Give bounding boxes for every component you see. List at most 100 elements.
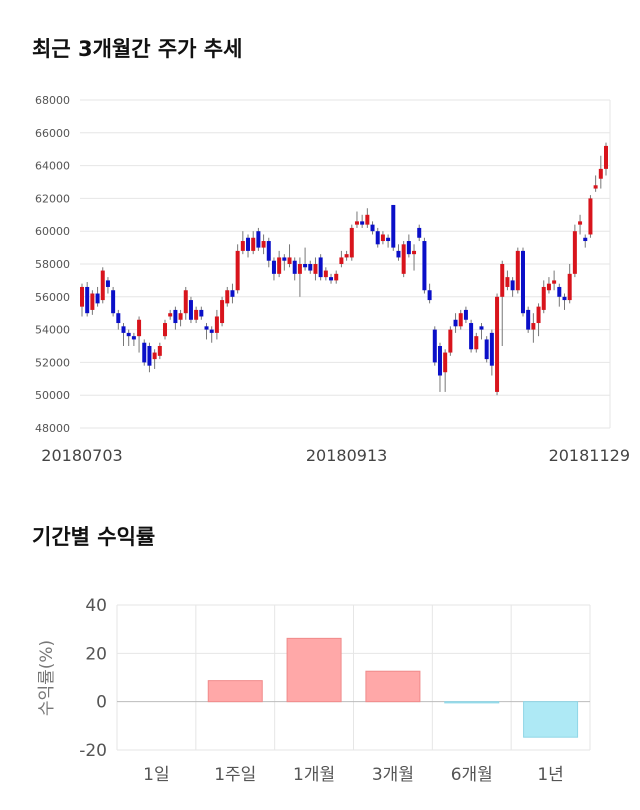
candle-body [588, 198, 593, 235]
y-tick-label: 66000 [35, 127, 70, 140]
candle-body [225, 290, 230, 304]
candle-body [292, 260, 297, 274]
candle-body [194, 309, 199, 320]
candle-body [80, 286, 84, 307]
candle-body [453, 319, 458, 327]
y-tick-label: 58000 [35, 258, 70, 271]
candle-body [598, 168, 603, 179]
candle-body [313, 264, 318, 274]
chart-title: 최근 3개월간 주가 추세 [32, 37, 242, 61]
candle-body [484, 339, 489, 360]
candle-body [111, 290, 116, 314]
candle-body [474, 336, 479, 350]
y-tick-label: 60000 [35, 225, 70, 238]
chart-title: 기간별 수익률 [32, 525, 155, 549]
bar [286, 637, 342, 703]
candle-body [427, 290, 432, 301]
candle-body [121, 326, 126, 333]
candle-body [505, 277, 510, 287]
candle-body [297, 264, 302, 274]
candle-body [157, 346, 162, 356]
candle-body [349, 227, 354, 258]
candle-body [329, 277, 334, 281]
candle-body [604, 145, 608, 169]
candle-body [137, 319, 142, 337]
candle-body [557, 286, 562, 297]
candle-body [360, 221, 365, 225]
candle-body [105, 280, 110, 287]
y-tick-label: 62000 [35, 192, 70, 205]
candle-body [422, 241, 427, 291]
x-tick-label: 1개월 [293, 765, 335, 785]
candle-body [188, 300, 193, 320]
candle-body [152, 352, 157, 360]
x-tick-label: 20180703 [41, 446, 122, 465]
candle-body [401, 244, 406, 274]
candle-body [287, 257, 292, 264]
candle-body [572, 231, 577, 274]
candle-body [251, 237, 256, 251]
candle-body [500, 264, 505, 297]
candle-body [417, 227, 422, 238]
y-tick-label: 54000 [35, 324, 70, 337]
x-tick-label: 3개월 [372, 765, 414, 785]
y-tick-label: -20 [79, 741, 107, 761]
x-tick-label: 1일 [143, 765, 169, 785]
candle-body [463, 309, 468, 320]
candle-body [303, 264, 308, 268]
candle-body [391, 204, 396, 248]
candle-body [443, 352, 448, 373]
candle-body [230, 290, 235, 297]
candle-body [168, 313, 173, 317]
candle-body [437, 346, 442, 376]
candle-body [100, 270, 105, 301]
bar [207, 680, 263, 703]
candle-body [432, 329, 437, 363]
candle-body [396, 250, 401, 258]
candle-body [178, 313, 183, 320]
candle-body [354, 221, 359, 225]
candle-body [199, 309, 204, 317]
candle-body [583, 237, 588, 242]
y-axis-label: 수익률(%) [37, 640, 57, 716]
candle-body [593, 185, 598, 189]
candle-body [531, 323, 536, 330]
candle-body [370, 224, 375, 232]
y-tick-label: 40 [85, 596, 107, 616]
candle-body [406, 241, 411, 255]
candle-body [261, 241, 266, 248]
candle-body [126, 332, 131, 337]
x-tick-label: 1년 [537, 765, 563, 785]
candle-body [552, 280, 557, 284]
y-tick-label: 64000 [35, 160, 70, 173]
candle-body [131, 336, 136, 340]
x-tick-label: 1주일 [214, 765, 256, 785]
y-tick-label: 48000 [35, 422, 70, 435]
candle-body [479, 326, 484, 330]
candle-body [266, 241, 271, 261]
candle-body [536, 306, 541, 324]
candle-body [246, 237, 251, 251]
candle-body [271, 260, 276, 274]
candle-body [214, 316, 219, 333]
candle-body [458, 313, 463, 327]
candle-body [520, 250, 525, 314]
x-tick-label: 20180913 [306, 446, 387, 465]
x-tick-label: 20181129 [549, 446, 630, 465]
y-tick-label: 56000 [35, 291, 70, 304]
candle-body [318, 257, 323, 278]
candle-body [142, 342, 147, 363]
bar [365, 670, 421, 703]
candle-body [282, 257, 287, 261]
candle-body [365, 214, 370, 225]
candle-body [95, 293, 100, 304]
y-tick-label: 0 [96, 693, 107, 713]
candle-body [562, 296, 567, 301]
candle-body [308, 264, 313, 271]
candle-body [90, 293, 95, 310]
candle-body [515, 250, 520, 291]
candle-body [375, 231, 380, 245]
candle-body [256, 231, 261, 248]
candle-body [173, 309, 178, 324]
